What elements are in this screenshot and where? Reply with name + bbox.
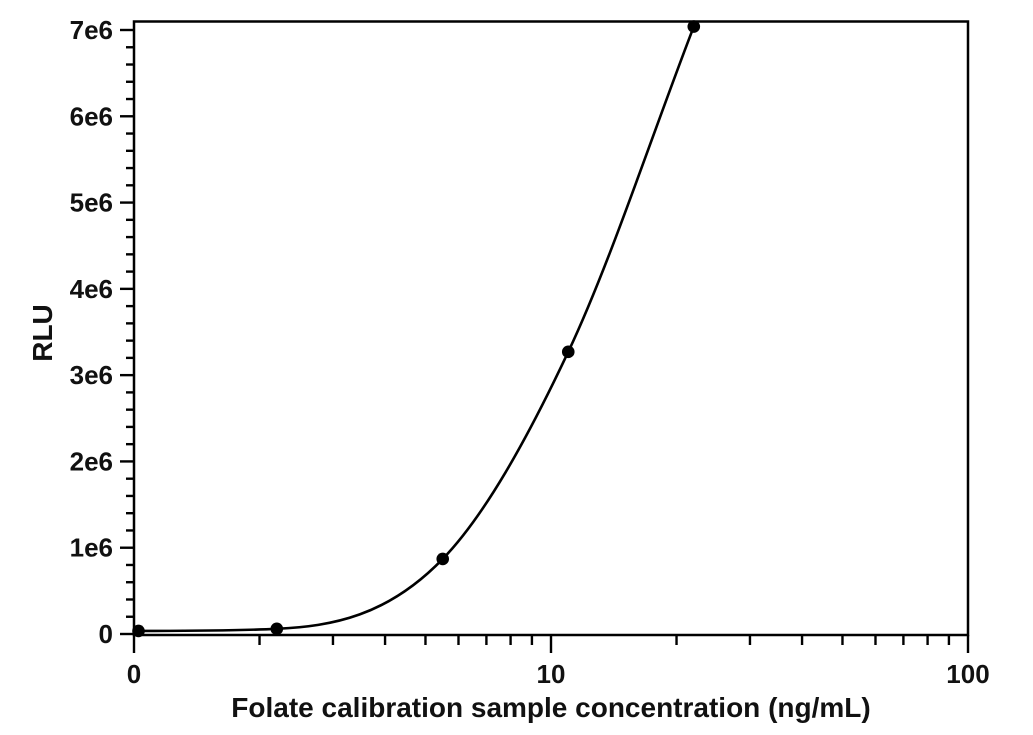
y-tick-label: 3e6 — [70, 360, 113, 390]
data-series — [132, 20, 701, 638]
data-point-marker — [436, 552, 450, 566]
y-tick-label: 4e6 — [70, 274, 113, 304]
y-tick-label: 1e6 — [70, 533, 113, 563]
data-point-marker — [561, 345, 575, 359]
axis-tick-labels: 0 10 100 0 1e6 2e6 3e6 4e6 5e6 6e6 7e6 — [70, 15, 990, 689]
data-point-marker — [687, 20, 701, 33]
y-tick-label: 5e6 — [70, 188, 113, 218]
x-tick-label: 100 — [946, 659, 989, 689]
data-point-marker — [270, 622, 284, 636]
data-point-marker — [132, 624, 145, 638]
plot-border — [132, 20, 970, 637]
calibration-curve — [138, 26, 696, 633]
plot-frame — [132, 20, 970, 637]
y-tick-label: 7e6 — [70, 15, 113, 45]
y-axis-label: RLU — [27, 304, 58, 362]
x-axis-label: Folate calibration sample concentration … — [231, 692, 870, 723]
y-tick-label: 6e6 — [70, 101, 113, 131]
axis-ticks — [120, 28, 970, 653]
y-tick-label: 2e6 — [70, 446, 113, 476]
y-tick-label: 0 — [99, 619, 113, 649]
x-tick-label: 0 — [127, 659, 141, 689]
x-tick-label: 10 — [537, 659, 566, 689]
